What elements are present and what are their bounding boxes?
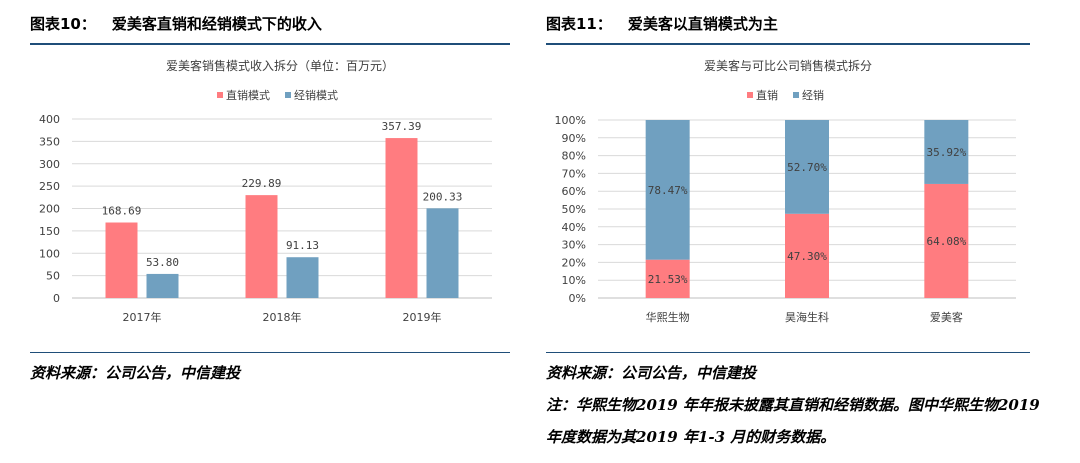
x-tick-label: 华熙生物 — [646, 310, 690, 324]
data-label: 35.92% — [926, 146, 966, 159]
y-tick-label: 100 — [39, 247, 60, 260]
legend-swatch-distribution — [793, 92, 799, 98]
data-label: 200.33 — [423, 190, 463, 203]
y-tick-label: 250 — [39, 180, 60, 193]
left-figure-caption: 爱美客直销和经销模式下的收入 — [111, 15, 322, 33]
x-axis-ticks: 华熙生物 昊海生科 爱美客 — [646, 310, 963, 324]
left-bottom-rule — [30, 352, 510, 353]
x-axis-ticks: 2017年 2018年 2019年 — [123, 310, 442, 324]
bar-direct-1 — [785, 213, 829, 298]
left-figure-title: 图表10： 爱美客直销和经销模式下的收入 — [30, 13, 322, 34]
right-figure-caption: 爱美客以直销模式为主 — [627, 15, 778, 33]
bar-distribution-1 — [785, 120, 829, 214]
y-axis-ticks: 0% 10% 20% 30% 40% 50% 60% 70% 80% 90% 100% — [555, 114, 586, 305]
left-chart: 爱美客销售模式收入拆分（单位：百万元） 直销模式 经销模式 0 50 100 150 20… — [39, 58, 492, 324]
legend-label: 经销模式 — [294, 88, 338, 102]
data-label: 21.53% — [648, 273, 688, 286]
chart-legend: 直销 经销 — [747, 88, 824, 102]
right-figure-number: 图表11： — [546, 15, 612, 33]
data-label: 53.80 — [146, 256, 179, 269]
legend-swatch-direct — [217, 92, 223, 98]
data-label: 78.47% — [648, 184, 688, 197]
data-labels: 168.69 53.80 229.89 91.13 357.39 200.33 — [102, 120, 463, 269]
bar-direct-2 — [924, 183, 969, 298]
data-label: 357.39 — [382, 120, 422, 133]
x-tick-label: 2018年 — [263, 310, 302, 324]
legend-label: 经销 — [802, 88, 824, 102]
bar-direct-2 — [385, 138, 418, 298]
y-tick-label: 0 — [53, 292, 60, 305]
y-tick-label: 50% — [562, 203, 586, 216]
right-bottom-rule — [546, 352, 1030, 353]
y-tick-label: 10% — [562, 274, 586, 287]
y-tick-label: 200 — [39, 203, 60, 216]
chart-bars — [645, 120, 969, 298]
y-tick-label: 150 — [39, 225, 60, 238]
right-chart: 爱美客与可比公司销售模式拆分 直销 经销 0% 10% 20% 30% 40% 50% 60%… — [555, 58, 1016, 324]
y-tick-label: 350 — [39, 135, 60, 148]
y-tick-label: 30% — [562, 239, 586, 252]
y-tick-label: 70% — [562, 167, 586, 180]
data-label: 47.30% — [787, 250, 827, 263]
y-tick-label: 40% — [562, 221, 586, 234]
right-top-rule — [546, 43, 1030, 45]
y-tick-label: 400 — [39, 113, 60, 126]
legend-swatch-direct — [747, 92, 753, 98]
bar-direct-0 — [105, 222, 138, 298]
chart-gridlines — [72, 118, 492, 299]
right-note-line1: 注：华熙生物2019 年年报未披露其直销和经销数据。图中华熙生物2019 — [546, 396, 1040, 414]
x-tick-label: 2017年 — [123, 310, 162, 324]
data-label: 229.89 — [242, 177, 282, 190]
chart-legend: 直销模式 经销模式 — [217, 88, 338, 102]
bar-distribution-1 — [286, 257, 319, 298]
bar-distribution-0 — [146, 273, 179, 298]
left-top-rule — [30, 43, 510, 45]
right-figure-title: 图表11： 爱美客以直销模式为主 — [546, 13, 778, 34]
legend-label: 直销 — [756, 88, 778, 102]
right-note-line2: 年度数据为其2019 年1-3 月的财务数据。 — [546, 428, 836, 446]
data-label: 168.69 — [102, 205, 142, 218]
chart-title: 爱美客与可比公司销售模式拆分 — [704, 58, 872, 73]
chart-title: 爱美客销售模式收入拆分（单位：百万元） — [166, 58, 394, 73]
x-tick-label: 2019年 — [403, 310, 442, 324]
bar-distribution-2 — [426, 208, 459, 298]
bar-distribution-2 — [924, 120, 969, 184]
legend-swatch-distribution — [285, 92, 291, 98]
y-tick-label: 100% — [555, 114, 586, 127]
x-tick-label: 昊海生科 — [785, 310, 829, 324]
legend-label: 直销模式 — [226, 88, 270, 102]
data-labels: 21.53% 78.47% 47.30% 52.70% 64.08% 35.92% — [648, 146, 967, 286]
y-tick-label: 300 — [39, 158, 60, 171]
y-tick-label: 90% — [562, 132, 586, 145]
y-tick-label: 60% — [562, 185, 586, 198]
right-source: 资料来源：公司公告，中信建投 — [546, 364, 757, 382]
y-tick-label: 80% — [562, 150, 586, 163]
left-source: 资料来源：公司公告，中信建投 — [30, 364, 241, 382]
y-tick-label: 20% — [562, 256, 586, 269]
y-tick-label: 50 — [46, 270, 60, 283]
data-label: 52.70% — [787, 161, 827, 174]
data-label: 91.13 — [286, 239, 319, 252]
x-tick-label: 爱美客 — [930, 310, 963, 324]
bar-distribution-0 — [645, 120, 690, 260]
y-tick-label: 0% — [569, 292, 586, 305]
y-axis-ticks: 0 50 100 150 200 250 300 350 400 — [39, 113, 60, 305]
left-figure-number: 图表10： — [30, 15, 96, 33]
bar-direct-0 — [645, 259, 690, 298]
data-label: 64.08% — [926, 235, 966, 248]
bar-direct-1 — [245, 195, 278, 298]
chart-bars — [105, 138, 459, 298]
